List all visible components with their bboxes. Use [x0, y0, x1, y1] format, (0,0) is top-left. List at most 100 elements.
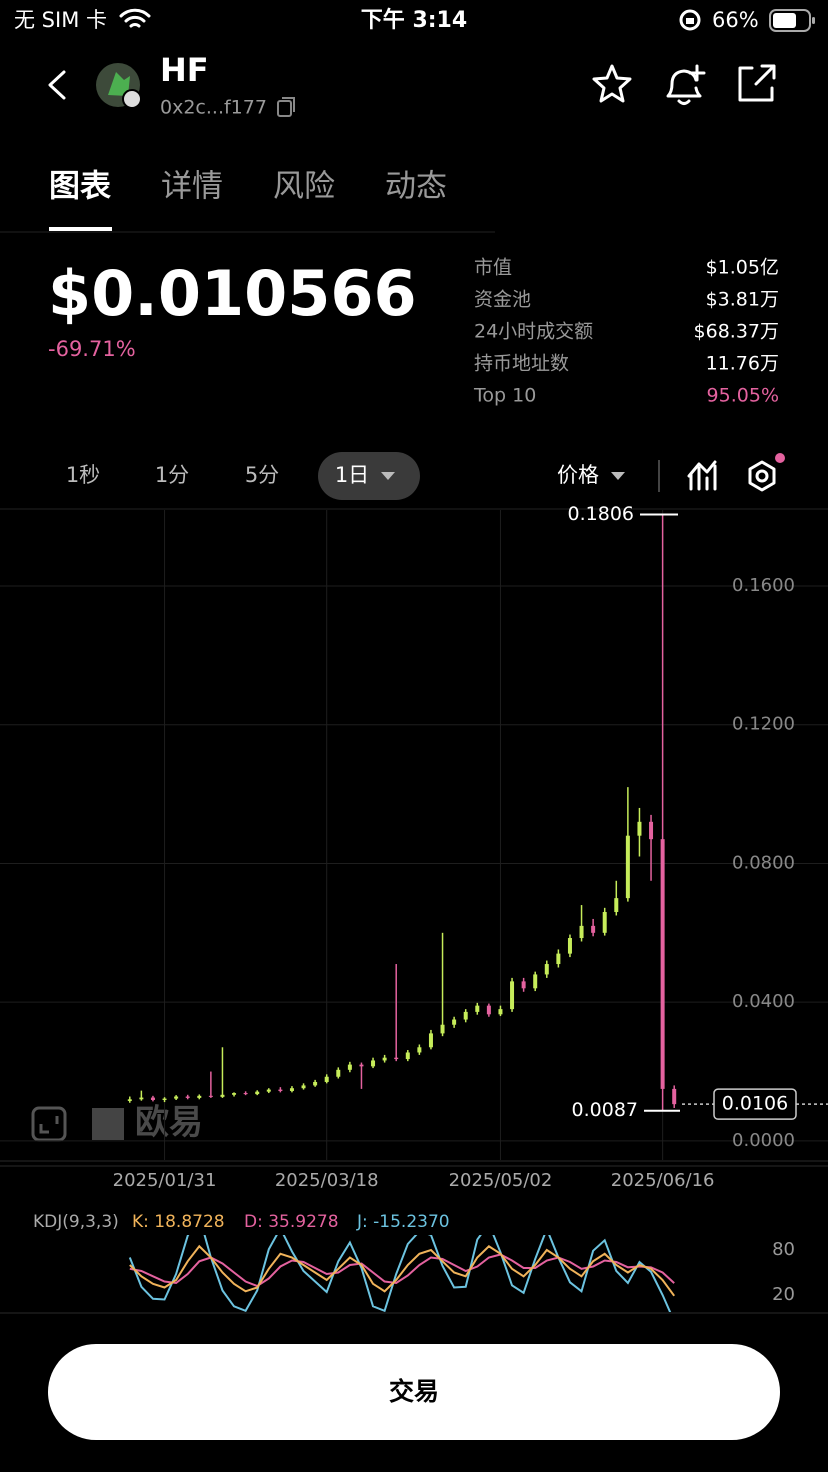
candle-body — [232, 1093, 237, 1095]
candle-body — [660, 839, 665, 1089]
tab-bar: 图表 详情 风险 动态 — [49, 169, 447, 205]
settings-button[interactable] — [748, 453, 785, 492]
candle-body — [127, 1099, 132, 1102]
candle-body — [220, 1094, 225, 1097]
trade-button-bg[interactable] — [48, 1344, 780, 1440]
battery-icon — [769, 9, 815, 32]
candle-body — [289, 1088, 294, 1091]
candle-body — [486, 1005, 491, 1015]
candle-body — [544, 964, 549, 975]
y-tick-label: 20 — [772, 1284, 795, 1305]
indicator-button[interactable] — [687, 460, 717, 491]
stat-label: 持币地址数 — [474, 353, 569, 375]
legend-entry: K: 18.8728 — [132, 1212, 225, 1232]
stat-value: $1.05亿 — [706, 257, 779, 279]
tab[interactable]: 图表 — [49, 169, 111, 205]
stat-value: 11.76万 — [706, 353, 779, 375]
interval[interactable]: 5分 — [245, 463, 279, 487]
copy-button[interactable] — [277, 97, 295, 117]
candle-body — [405, 1052, 410, 1060]
candle-body — [579, 925, 584, 939]
indicator-line — [128, 1235, 672, 1312]
share-button[interactable] — [738, 64, 776, 102]
stat-value: $68.37万 — [694, 321, 779, 343]
tab-indicator — [49, 227, 112, 231]
price-change: -69.71% — [48, 337, 136, 361]
price-mode[interactable]: 价格 — [557, 463, 599, 487]
candle-body — [255, 1091, 260, 1095]
indicator-line — [129, 1253, 675, 1288]
candle-body — [347, 1064, 352, 1070]
back-button[interactable] — [48, 70, 66, 100]
x-tick-label: 2025/05/02 — [449, 1170, 553, 1191]
legend-entry: J: -15.2370 — [356, 1212, 450, 1232]
stat-label: 资金池 — [474, 289, 531, 311]
candle-body — [243, 1093, 248, 1095]
candle-body — [139, 1097, 144, 1100]
x-tick-label: 2025/03/18 — [275, 1170, 379, 1191]
candle-body — [197, 1095, 202, 1098]
candle-body — [336, 1069, 341, 1077]
tab[interactable]: 详情 — [161, 169, 223, 205]
candle-body — [672, 1088, 677, 1105]
candle-body — [185, 1096, 190, 1098]
candle-body — [394, 1057, 399, 1060]
candle-body — [602, 912, 607, 933]
indicator-title: KDJ(9,3,3) — [33, 1212, 119, 1232]
clock: 下午 3:14 — [361, 7, 467, 33]
candle-body — [614, 898, 619, 913]
legend-entry: D: 35.9278 — [244, 1212, 339, 1232]
candle-body — [174, 1096, 179, 1099]
x-tick-label: 2025/06/16 — [611, 1170, 715, 1191]
watermark-icon — [31, 1106, 124, 1142]
candle-body — [278, 1089, 283, 1091]
candle-body — [567, 938, 572, 954]
carrier: 无 SIM 卡 — [14, 8, 107, 32]
interval[interactable]: 1分 — [155, 463, 189, 487]
tab[interactable]: 动态 — [385, 169, 447, 205]
candle-body — [591, 925, 596, 933]
candle-body — [301, 1085, 306, 1089]
wifi-icon — [119, 8, 151, 28]
candle-body — [359, 1064, 364, 1067]
token-address: 0x2c...f177 — [160, 97, 267, 119]
y-tick-label: 0.0800 — [732, 852, 795, 873]
interval-active-bg — [318, 452, 420, 500]
stat-label: Top 10 — [473, 385, 536, 407]
candle-body — [625, 835, 630, 899]
y-tick-label: 80 — [772, 1239, 795, 1260]
interval[interactable]: 1秒 — [66, 463, 100, 487]
candle-body — [649, 821, 654, 840]
stat-value: $3.81万 — [706, 289, 779, 311]
alert-button[interactable] — [666, 64, 706, 105]
indicator-chart — [128, 1235, 676, 1312]
candle-body — [324, 1076, 329, 1082]
interval[interactable]: 1日 — [335, 463, 369, 487]
token-avatar — [96, 63, 142, 109]
candle-body — [510, 981, 515, 1010]
candle-body — [475, 1005, 480, 1012]
candle-body — [498, 1009, 503, 1015]
tab[interactable]: 风险 — [273, 169, 335, 205]
last-price-box — [713, 1088, 797, 1120]
trade-button[interactable]: 交易 — [389, 1377, 439, 1406]
favorite-button[interactable] — [592, 64, 632, 103]
candle-body — [150, 1097, 155, 1100]
candle-body — [208, 1095, 213, 1097]
watermark: 欧易 — [135, 1103, 203, 1143]
price: $0.010566 — [48, 257, 417, 330]
candle-body — [452, 1019, 457, 1025]
high-marker: 0.1806 — [568, 503, 634, 525]
y-tick-label: 0.1600 — [732, 575, 795, 596]
price-chart — [0, 510, 828, 1160]
y-tick-label: 0.1200 — [732, 714, 795, 735]
dropdown-arrow — [611, 472, 625, 480]
stat-label: 24小时成交额 — [474, 321, 593, 343]
candle-body — [556, 953, 561, 965]
charts: 0.0000 0.0400 0.0800 0.1200 0.1600 2025/01/31… — [0, 503, 828, 1312]
last-price: 0.0106 — [722, 1093, 788, 1115]
candle-body — [266, 1089, 271, 1092]
dropdown-arrow — [381, 472, 395, 480]
